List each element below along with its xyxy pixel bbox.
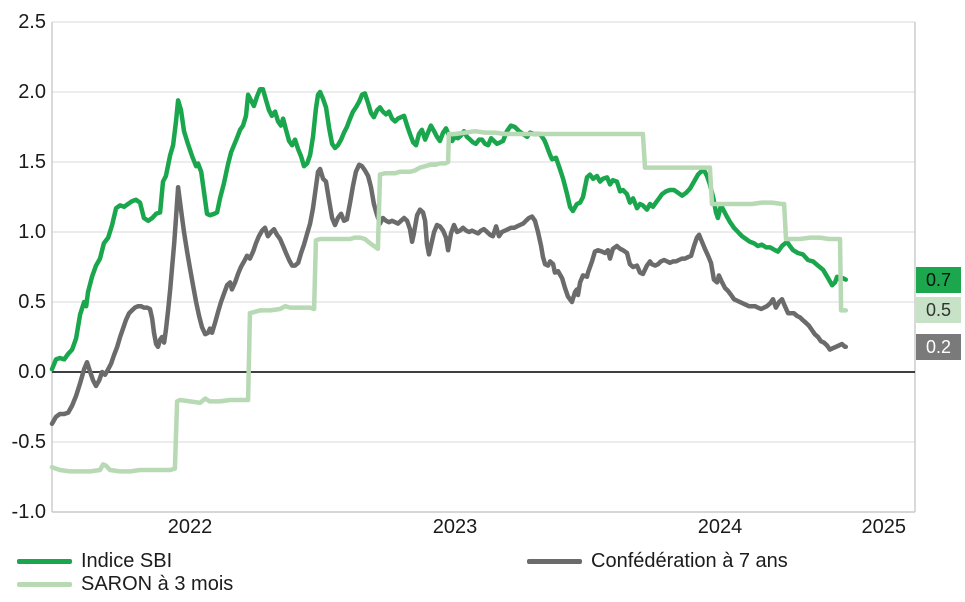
y-tick-label: 2.5: [18, 11, 46, 33]
y-tick-label: -1.0: [11, 501, 46, 523]
legend-swatch-indice-sbi: [17, 558, 72, 564]
legend-item-saron: SARON à 3 mois: [17, 573, 233, 595]
y-tick-label: 0.5: [18, 291, 46, 313]
legend-label-saron: SARON à 3 mois: [81, 573, 234, 595]
end-value-badge-indice-sbi: 0.7: [916, 266, 961, 293]
legend-label-indice-sbi: Indice SBI: [81, 550, 173, 572]
legend-item-confederation: Confédération à 7 ans: [527, 550, 788, 572]
x-tick-label: 2023: [432, 516, 478, 538]
y-tick-label: 1.5: [18, 151, 46, 173]
y-tick-label: 0.0: [18, 361, 46, 383]
legend-swatch-confederation: [527, 558, 582, 564]
y-tick-label: 1.0: [18, 221, 46, 243]
series-line-2: [49, 162, 849, 427]
legend-label-confederation: Confédération à 7 ans: [591, 550, 788, 572]
legend-item-indice-sbi: Indice SBI: [17, 550, 172, 572]
series-line-0: [49, 86, 849, 372]
legend-swatch-saron: [17, 581, 72, 587]
y-tick-label: 2.0: [18, 81, 46, 103]
y-tick-label: -0.5: [11, 431, 46, 453]
end-value-badge-saron: 0.5: [916, 297, 961, 324]
x-tick-label: 2025: [861, 516, 906, 538]
end-value-badge-confederation: 0.2: [916, 333, 961, 360]
series-line-1: [49, 128, 849, 474]
x-tick-label: 2024: [697, 516, 743, 538]
x-tick-label: 2022: [167, 516, 213, 538]
